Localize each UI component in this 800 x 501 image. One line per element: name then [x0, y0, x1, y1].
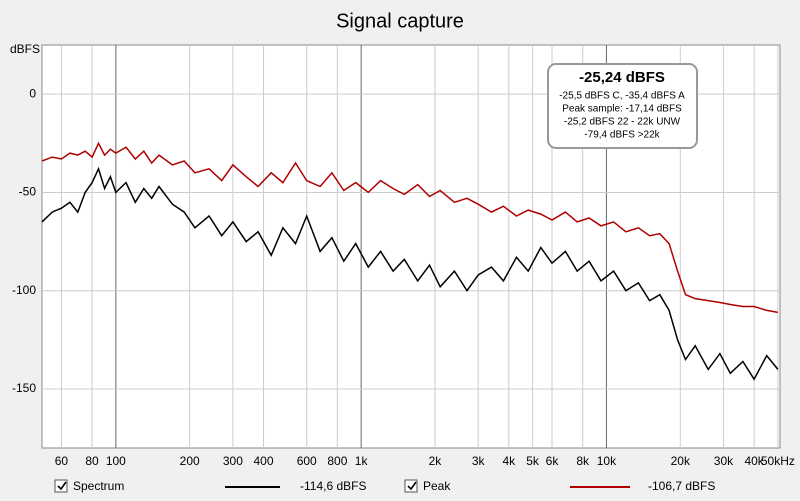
check: [407, 481, 417, 491]
x-tick-label: 50kHz: [761, 454, 795, 468]
info-line: -25,2 dBFS 22 - 22k UNW: [564, 117, 681, 128]
x-tick-label: 600: [297, 454, 317, 468]
x-tick-label: 4k: [502, 454, 516, 468]
x-tick-label: 300: [223, 454, 243, 468]
y-tick-label: 0: [29, 86, 36, 100]
x-tick-label: 3k: [472, 454, 486, 468]
y-tick-label: -100: [12, 283, 36, 297]
x-tick-label: 800: [327, 454, 347, 468]
legend-readout: -114,6 dBFS: [300, 479, 366, 493]
x-tick-label: 5k: [526, 454, 540, 468]
series-line: [41, 141, 779, 314]
legend: Spectrum -114,6 dBFS Peak -106,7 dBFS: [54, 479, 715, 493]
y-tick-label: -150: [12, 381, 36, 395]
x-tick-label: 30k: [714, 454, 734, 468]
info-box: -25,24 dBFS -25,5 dBFS C, -35,4 dBFS A Pe…: [547, 63, 698, 149]
x-tick-label: 10k: [597, 454, 617, 468]
info-title: -25,24 dBFS: [579, 69, 665, 86]
info-line: -25,5 dBFS C, -35,4 dBFS A: [559, 91, 685, 102]
legend-label: Peak: [423, 479, 451, 493]
x-tick-label: 100: [106, 454, 126, 468]
x-tick-label: 1k: [355, 454, 369, 468]
check: [57, 481, 67, 491]
x-tick-label: 400: [254, 454, 274, 468]
x-tick-label: 8k: [576, 454, 590, 468]
x-tick-label: 40k: [744, 454, 764, 468]
legend-readout: -106,7 dBFS: [648, 479, 715, 493]
series-line: [41, 166, 779, 381]
x-tick-label: 200: [180, 454, 200, 468]
chart-title: Signal capture: [336, 10, 464, 32]
y-axis-label: dBFS: [10, 42, 40, 56]
info-line: Peak sample: -17,14 dBFS: [562, 104, 682, 115]
x-tick-label: 2k: [429, 454, 443, 468]
x-tick-label: 20k: [671, 454, 691, 468]
y-tick-label: -50: [19, 185, 37, 199]
info-line: -79,4 dBFS >22k: [584, 130, 660, 141]
legend-label: Spectrum: [73, 479, 124, 493]
series: [41, 141, 779, 381]
x-tick-label: 60: [55, 454, 69, 468]
checkbox[interactable]: [404, 479, 418, 493]
checkbox[interactable]: [54, 479, 68, 493]
x-tick-label: 80: [85, 454, 99, 468]
info-frame: [547, 63, 698, 149]
x-tick-label: 6k: [546, 454, 560, 468]
